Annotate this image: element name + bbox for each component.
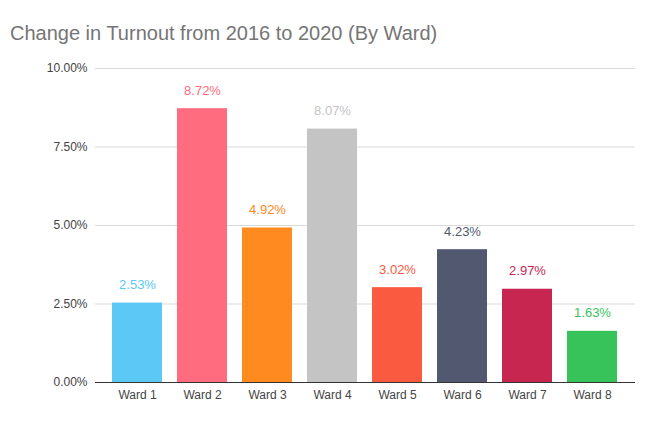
svg-text:Ward 4: Ward 4 bbox=[313, 388, 352, 402]
svg-text:3.02%: 3.02% bbox=[379, 262, 416, 277]
svg-text:2.97%: 2.97% bbox=[509, 263, 546, 278]
svg-text:Ward 5: Ward 5 bbox=[378, 388, 417, 402]
svg-text:7.50%: 7.50% bbox=[53, 140, 87, 154]
svg-text:8.07%: 8.07% bbox=[314, 103, 351, 118]
html-text:Change in Turnout from 2016 to: Change in Turnout from 2016 to 2020 (By … bbox=[10, 22, 438, 44]
svg-text:4.23%: 4.23% bbox=[444, 224, 481, 239]
svg-text:1.63%: 1.63% bbox=[574, 305, 611, 320]
svg-text:Ward 3: Ward 3 bbox=[248, 388, 287, 402]
svg-text:0.00%: 0.00% bbox=[53, 375, 87, 389]
svg-text:Ward 1: Ward 1 bbox=[118, 388, 157, 402]
svg-text:Ward 6: Ward 6 bbox=[443, 388, 482, 402]
svg-text:5.00%: 5.00% bbox=[53, 218, 87, 232]
svg-text:10.00%: 10.00% bbox=[47, 61, 88, 75]
svg-text:2.50%: 2.50% bbox=[53, 297, 87, 311]
svg-text:Ward 8: Ward 8 bbox=[573, 388, 612, 402]
svg-text:2.53%: 2.53% bbox=[119, 277, 156, 292]
svg-text:Ward 7: Ward 7 bbox=[508, 388, 547, 402]
svg-text:4.92%: 4.92% bbox=[249, 202, 286, 217]
svg-text:Ward 2: Ward 2 bbox=[183, 388, 222, 402]
svg-text:8.72%: 8.72% bbox=[184, 83, 221, 98]
